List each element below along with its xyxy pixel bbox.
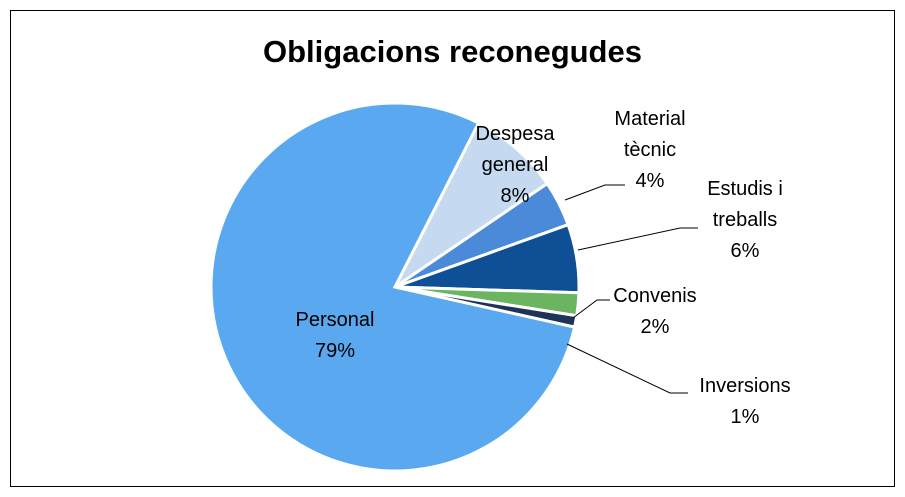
data-label: Convenis 2% xyxy=(595,281,715,343)
value-label: 8% xyxy=(500,185,530,207)
chart-title: Obligacions reconegudes xyxy=(263,34,642,69)
category-label: Material tècnic xyxy=(614,108,686,161)
value-label: 4% xyxy=(635,170,665,192)
category-label: Despesa general xyxy=(475,123,555,176)
frame xyxy=(10,10,895,487)
pie-slice xyxy=(209,101,577,473)
data-label: Personal 79% xyxy=(275,305,395,367)
data-label: Material tècnic 4% xyxy=(590,104,710,197)
leader-line xyxy=(566,343,688,394)
data-label: Inversions 1% xyxy=(680,371,810,433)
data-label: Despesa general 8% xyxy=(465,119,565,212)
pie-slice xyxy=(393,121,550,289)
value-label: 6% xyxy=(730,240,760,262)
data-label: Estudis i treballs 6% xyxy=(680,174,810,267)
leader-line xyxy=(564,184,625,201)
category-label: Convenis xyxy=(613,285,697,307)
leader-line xyxy=(572,299,610,319)
leader-line xyxy=(577,227,698,251)
category-label: Inversions xyxy=(699,375,791,397)
value-label: 79% xyxy=(314,340,356,362)
category-label: Estudis i treballs xyxy=(707,178,783,231)
value-label: 1% xyxy=(730,406,760,428)
value-label: 2% xyxy=(640,316,670,338)
category-label: Personal xyxy=(295,309,375,331)
